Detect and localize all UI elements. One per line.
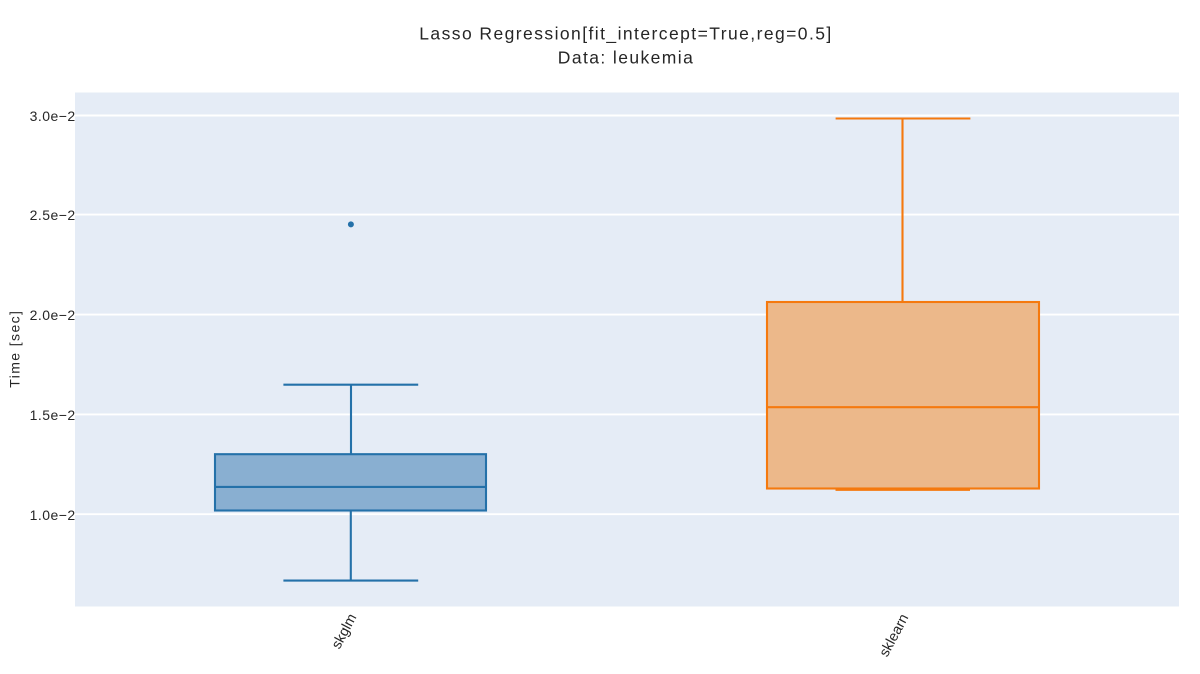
svg-text:Data: leukemia: Data: leukemia xyxy=(558,48,694,68)
svg-text:Time [sec]: Time [sec] xyxy=(7,310,23,388)
svg-text:3.0e−2: 3.0e−2 xyxy=(30,108,76,124)
svg-text:skglm: skglm xyxy=(329,611,361,651)
svg-text:1.0e−2: 1.0e−2 xyxy=(30,507,76,523)
svg-text:sklearn: sklearn xyxy=(877,611,913,659)
svg-text:2.5e−2: 2.5e−2 xyxy=(30,207,76,223)
svg-text:1.5e−2: 1.5e−2 xyxy=(30,407,76,423)
svg-text:2.0e−2: 2.0e−2 xyxy=(30,307,76,323)
svg-text:Lasso Regression[fit_intercept: Lasso Regression[fit_intercept=True,reg=… xyxy=(419,23,832,44)
